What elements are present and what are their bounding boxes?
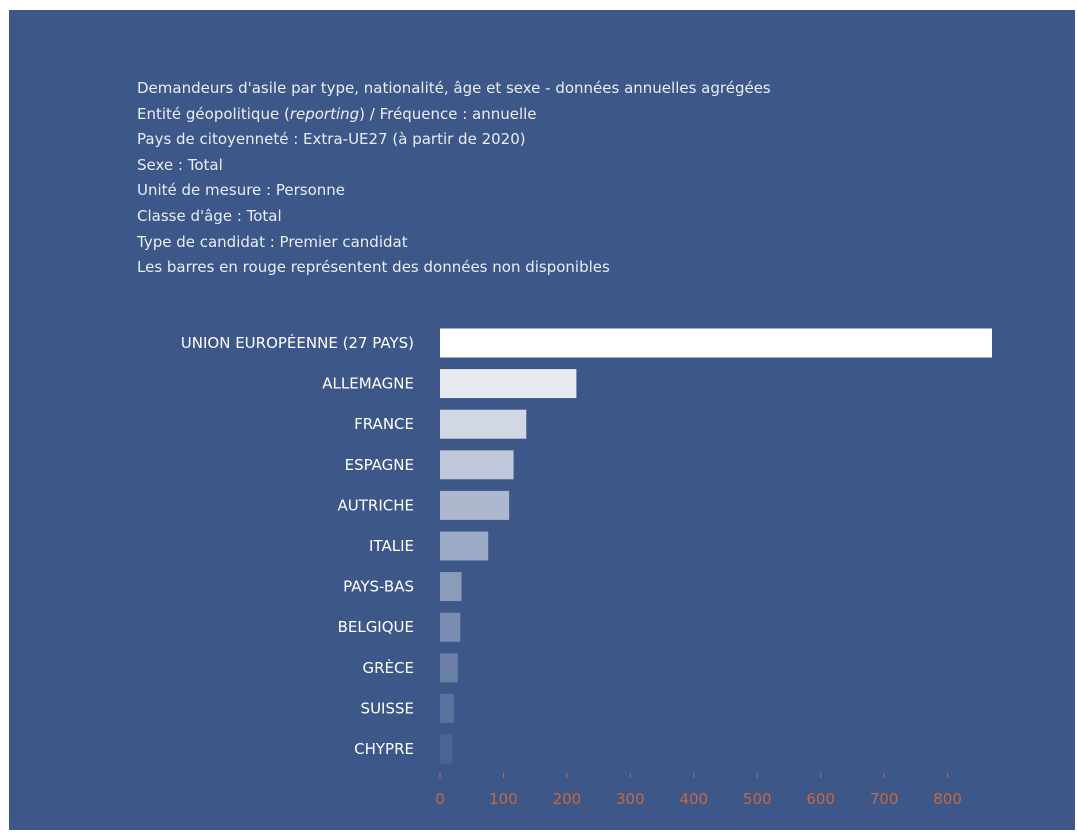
category-label-9: SUISSE bbox=[361, 699, 414, 717]
x-axis: 0 100 200 300 400 500 600 700 800 bbox=[435, 773, 962, 808]
chart-panel bbox=[9, 10, 1075, 830]
x-tick-label-8: 800 bbox=[933, 790, 962, 808]
bar-5 bbox=[440, 531, 489, 561]
category-label-5: ITALIE bbox=[369, 537, 414, 555]
category-label-7: BELGIQUE bbox=[338, 618, 414, 636]
header-geo-text-b: ) / Fréquence : annuelle bbox=[359, 104, 537, 123]
bars-group bbox=[440, 328, 992, 764]
category-label-2: FRANCE bbox=[354, 415, 414, 433]
chart-header: Demandeurs d'asile par type, nationalité… bbox=[137, 76, 771, 281]
x-tick-label-2: 200 bbox=[553, 790, 582, 808]
header-note-text: Les barres en rouge représentent des don… bbox=[137, 258, 610, 277]
bar-10 bbox=[440, 734, 453, 764]
bar-1 bbox=[440, 369, 577, 399]
header-line-citizenship: Pays de citoyenneté : Extra-UE27 (à part… bbox=[137, 127, 771, 153]
bar-8 bbox=[440, 653, 458, 683]
category-label-6: PAYS-BAS bbox=[343, 578, 414, 596]
bar-2 bbox=[440, 409, 527, 439]
bar-3 bbox=[440, 450, 514, 480]
category-label-0: UNION EUROPÉENNE (27 PAYS) bbox=[181, 333, 414, 352]
header-line-geo: Entité géopolitique (reporting) / Fréque… bbox=[137, 102, 771, 128]
bar-9 bbox=[440, 693, 454, 723]
category-label-3: ESPAGNE bbox=[345, 456, 414, 474]
header-title-text: Demandeurs d'asile par type, nationalité… bbox=[137, 79, 771, 97]
bar-4 bbox=[440, 490, 510, 520]
header-sex-text: Sexe : Total bbox=[137, 155, 223, 174]
bar-6 bbox=[440, 572, 462, 602]
bar-7 bbox=[440, 612, 461, 642]
x-tick-label-6: 600 bbox=[806, 790, 835, 808]
x-tick-label-7: 700 bbox=[870, 790, 899, 808]
header-geo-text-a: Entité géopolitique ( bbox=[137, 104, 290, 123]
x-tick-label-3: 300 bbox=[616, 790, 645, 808]
header-age-text: Classe d'âge : Total bbox=[137, 206, 282, 225]
header-line-sex: Sexe : Total bbox=[137, 153, 771, 179]
category-label-1: ALLEMAGNE bbox=[322, 375, 414, 393]
header-geo-text-italic: reporting bbox=[289, 104, 360, 123]
x-tick-label-1: 100 bbox=[489, 790, 518, 808]
header-line-title: Demandeurs d'asile par type, nationalité… bbox=[137, 76, 771, 102]
category-label-10: CHYPRE bbox=[354, 740, 414, 758]
header-line-unit: Unité de mesure : Personne bbox=[137, 178, 771, 204]
header-line-applicant: Type de candidat : Premier candidat bbox=[137, 230, 771, 256]
bar-0 bbox=[440, 328, 992, 358]
x-tick-label-4: 400 bbox=[679, 790, 708, 808]
category-labels-group: UNION EUROPÉENNE (27 PAYS) ALLEMAGNE FRANC… bbox=[181, 333, 414, 758]
category-label-8: GRÈCE bbox=[363, 658, 414, 677]
header-unit-text: Unité de mesure : Personne bbox=[137, 181, 346, 200]
header-citizenship-text: Pays de citoyenneté : Extra-UE27 (à part… bbox=[137, 130, 526, 149]
x-tick-label-0: 0 bbox=[435, 790, 445, 808]
header-applicant-text: Type de candidat : Premier candidat bbox=[137, 232, 408, 251]
x-tick-label-5: 500 bbox=[743, 790, 772, 808]
header-line-age: Classe d'âge : Total bbox=[137, 204, 771, 230]
category-label-4: AUTRICHE bbox=[338, 496, 414, 514]
header-line-note: Les barres en rouge représentent des don… bbox=[137, 255, 771, 281]
